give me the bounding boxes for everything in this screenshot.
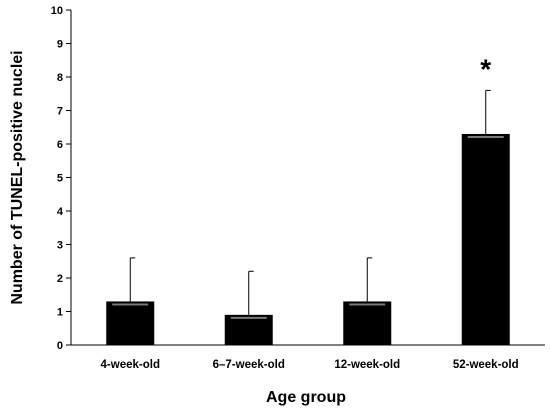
annotations: *: [480, 53, 491, 84]
bar: [343, 301, 392, 345]
error-bars: [129, 89, 491, 315]
y-tick-label: 6: [57, 139, 63, 151]
y-tick-label: 3: [57, 240, 63, 252]
x-category-label: 6–7-week-old: [213, 359, 285, 371]
y-tick-label: 0: [57, 340, 63, 352]
x-axis-title: Age group: [266, 389, 346, 406]
x-axis-categories: 4-week-old 6–7-week-old 12-week-old 52-week…: [101, 359, 519, 371]
y-tick-label: 5: [57, 173, 63, 185]
y-tick-label: 10: [51, 5, 63, 17]
y-axis-title: Number of TUNEL-positive nuclei: [9, 50, 26, 304]
significance-marker: *: [480, 53, 491, 84]
y-tick-label: 2: [57, 273, 63, 285]
y-axis-ticks: 0 1 2 3 4 5 6 7 8 9 10: [51, 5, 71, 352]
bar: [461, 133, 510, 345]
y-tick-label: 8: [57, 72, 63, 84]
bars: [106, 133, 510, 345]
y-tick-label: 7: [57, 106, 63, 118]
bar: [106, 301, 155, 345]
bar: [224, 314, 273, 345]
x-category-label: 52-week-old: [453, 359, 519, 371]
y-tick-label: 4: [57, 206, 64, 218]
axes: [70, 10, 545, 346]
y-tick-label: 1: [57, 307, 63, 319]
x-category-label: 4-week-old: [101, 359, 160, 371]
y-tick-label: 9: [57, 39, 63, 51]
x-category-label: 12-week-old: [334, 359, 400, 371]
